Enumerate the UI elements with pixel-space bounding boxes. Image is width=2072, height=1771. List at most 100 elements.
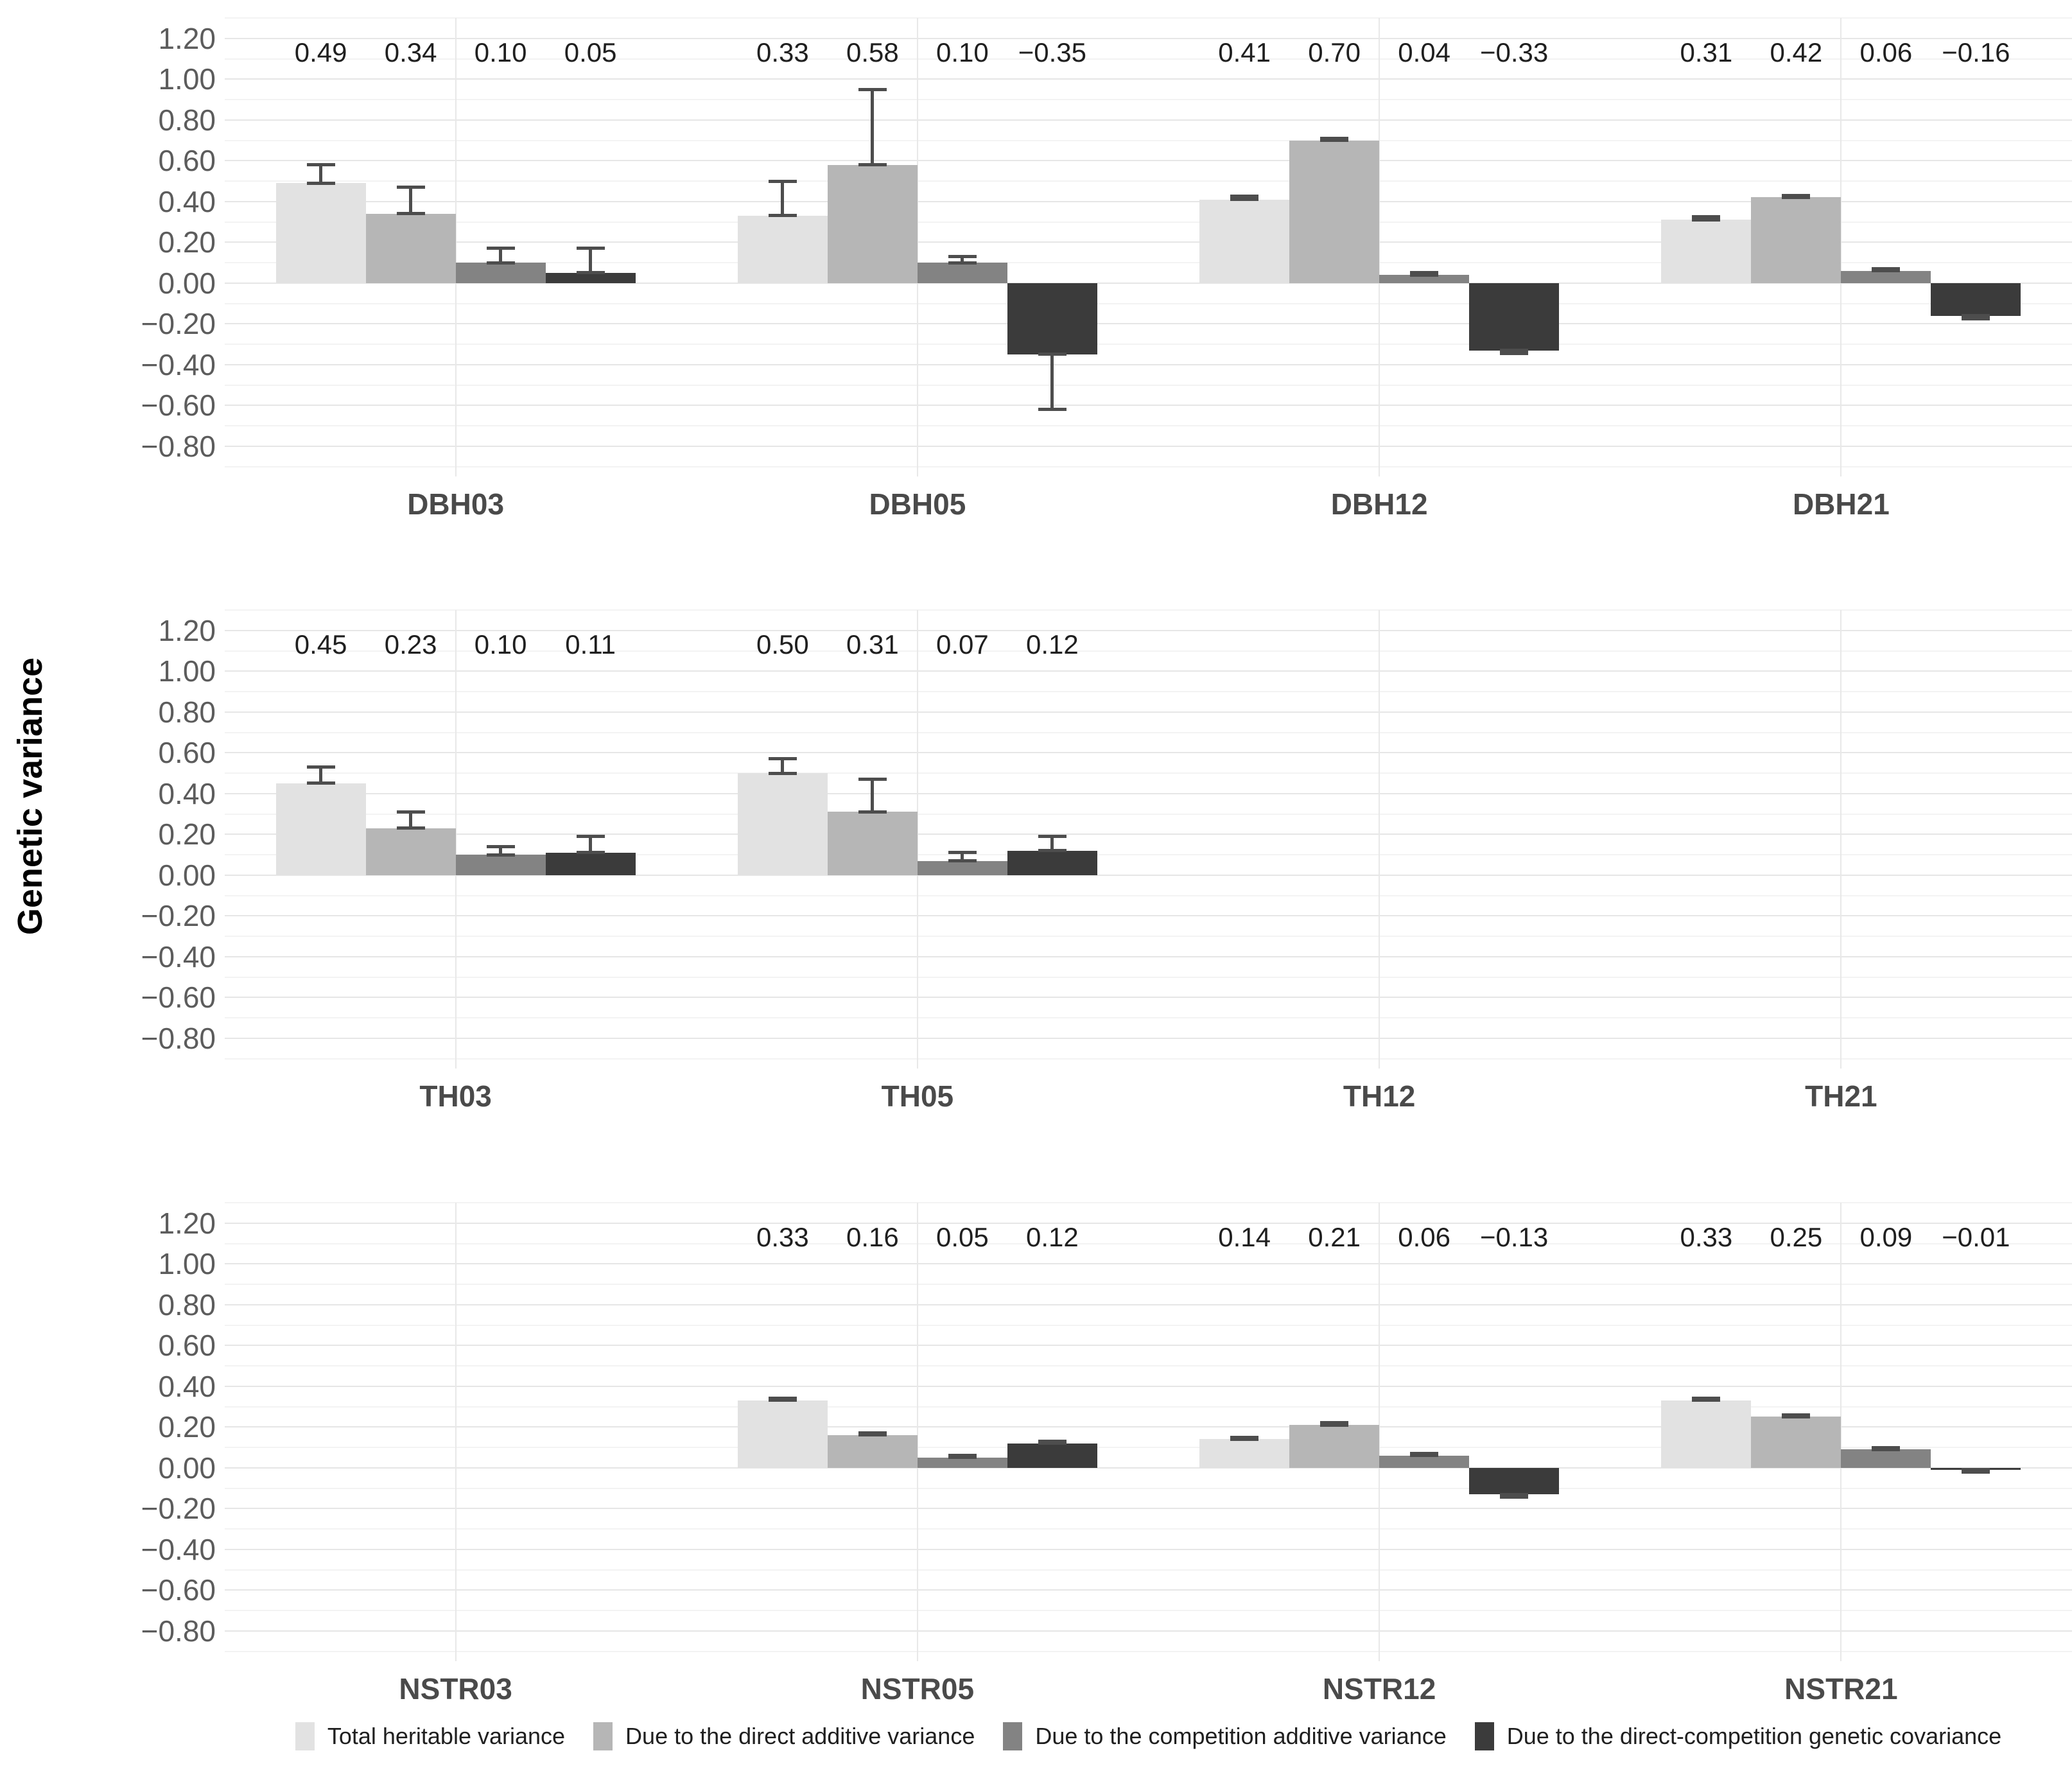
y-tick-label: 0.80 xyxy=(158,103,216,137)
error-bar-cap xyxy=(858,810,887,814)
gridline-minor xyxy=(225,262,2072,263)
x-category-label-TH05: TH05 xyxy=(881,1079,954,1113)
y-tick-label: 0.80 xyxy=(158,695,216,729)
value-label: 0.34 xyxy=(384,37,437,67)
y-tick-label: 0.40 xyxy=(158,1369,216,1403)
value-label: 0.07 xyxy=(936,629,989,659)
gridline-minor xyxy=(225,1610,2072,1611)
value-label: 0.45 xyxy=(294,629,347,659)
gridline-vertical xyxy=(1379,18,1380,476)
y-axis-ticks: 1.20 1.00 0.80 0.60 0.40 0.20 0.00 −0.20 −0.40 −0… xyxy=(0,18,216,476)
error-bar-cap xyxy=(1782,1413,1811,1417)
bar-TH03-series3 xyxy=(455,855,546,875)
error-bar-cap xyxy=(768,1397,797,1400)
legend-swatch-direct-competition-covariance xyxy=(1474,1722,1494,1750)
gridline-major xyxy=(225,37,2072,39)
bar-DBH05-series3 xyxy=(917,263,1007,283)
gridline-minor xyxy=(225,1058,2072,1060)
gridline-vertical xyxy=(916,1203,918,1661)
gridline-vertical xyxy=(455,18,457,476)
gridline-minor xyxy=(225,650,2072,652)
value-label: 0.12 xyxy=(1026,1221,1079,1252)
value-label: 0.49 xyxy=(294,37,347,67)
error-bar-cap xyxy=(858,1431,887,1435)
error-bar-cap xyxy=(768,214,797,218)
gridline-major xyxy=(225,874,2072,876)
value-label: 0.14 xyxy=(1218,1221,1271,1252)
legend-item-total-heritable: Total heritable variance xyxy=(295,1722,565,1750)
error-bar-cap xyxy=(1500,1496,1529,1499)
legend-swatch-total-heritable xyxy=(295,1722,315,1750)
error-bar-cap xyxy=(576,834,605,838)
error-bar-cap xyxy=(1872,267,1901,271)
x-category-label-DBH03: DBH03 xyxy=(407,487,505,521)
gridline-major xyxy=(225,711,2072,713)
error-bar xyxy=(961,256,964,263)
gridline-minor xyxy=(225,894,2072,896)
error-bar-cap xyxy=(1410,1452,1439,1456)
gridline-minor xyxy=(225,772,2072,774)
x-category-label-DBH12: DBH12 xyxy=(1330,487,1428,521)
gridline-minor xyxy=(225,99,2072,100)
error-bar-cap xyxy=(768,179,797,183)
gridline-vertical xyxy=(1379,610,1380,1069)
error-bar-cap xyxy=(1230,1435,1259,1439)
gridline-minor xyxy=(225,1202,2072,1203)
error-bar-cap xyxy=(1320,139,1349,142)
value-label: 0.16 xyxy=(846,1221,899,1252)
error-bar-cap xyxy=(1410,273,1439,277)
x-category-labels: DBH03 DBH05 DBH12 DBH21 xyxy=(225,487,2072,528)
y-tick-label: −0.60 xyxy=(141,981,216,1015)
error-bar xyxy=(1050,836,1054,851)
x-category-label-NSTR05: NSTR05 xyxy=(860,1672,975,1706)
gridline-minor xyxy=(225,384,2072,386)
gridline-major xyxy=(225,1385,2072,1387)
value-label: 0.31 xyxy=(846,629,899,659)
gridline-major xyxy=(225,323,2072,325)
error-bar-cap xyxy=(1320,1423,1349,1427)
legend-item-competition-additive: Due to the competition additive variance xyxy=(1003,1722,1447,1750)
gridline-minor xyxy=(225,221,2072,223)
y-tick-label: 0.80 xyxy=(158,1287,216,1322)
gridline-major xyxy=(225,1508,2072,1510)
error-bar-cap xyxy=(1038,408,1066,412)
gridline-major xyxy=(225,752,2072,754)
bar-TH05-series2 xyxy=(827,812,918,875)
x-category-label-NSTR12: NSTR12 xyxy=(1322,1672,1436,1706)
y-tick-label: −0.40 xyxy=(141,939,216,973)
error-bar-cap xyxy=(1872,1447,1901,1451)
value-label: 0.33 xyxy=(756,37,809,67)
bar-DBH21-series2 xyxy=(1751,197,1841,283)
bar-NSTR05-series1 xyxy=(737,1400,828,1468)
value-label: 0.05 xyxy=(936,1221,989,1252)
value-label: 0.10 xyxy=(474,629,527,659)
error-bar-cap xyxy=(306,765,335,769)
error-bar-cap xyxy=(1038,1442,1066,1445)
error-bar-cap xyxy=(486,247,515,250)
error-bar-cap xyxy=(948,859,977,863)
y-tick-label: −0.40 xyxy=(141,347,216,381)
bar-DBH21-series3 xyxy=(1841,270,1931,283)
value-label: −0.33 xyxy=(1479,37,1549,67)
error-bar-cap xyxy=(1230,195,1259,198)
x-category-label-TH03: TH03 xyxy=(419,1079,492,1113)
gridline-major xyxy=(225,1467,2072,1469)
value-label: 0.04 xyxy=(1398,37,1450,67)
x-category-labels: TH03 TH05 TH12 TH21 xyxy=(225,1079,2072,1120)
error-bar xyxy=(781,758,785,773)
gridline-minor xyxy=(225,466,2072,467)
error-bar-cap xyxy=(768,757,797,761)
plot-area: 0.45 0.23 0.10 0.11 0.50 0.31 0.07 0.12 xyxy=(225,609,2072,1069)
x-category-label-TH21: TH21 xyxy=(1805,1079,1877,1113)
error-bar xyxy=(499,248,503,263)
gridline-minor xyxy=(225,1528,2072,1530)
gridline-major xyxy=(225,1263,2072,1265)
y-tick-label: −0.80 xyxy=(141,429,216,463)
y-axis-ticks: 1.20 1.00 0.80 0.60 0.40 0.20 0.00 −0.20 −0.40 −0… xyxy=(0,610,216,1069)
gridline-major xyxy=(225,997,2072,999)
value-label: −0.16 xyxy=(1942,37,2010,67)
y-tick-label: 0.00 xyxy=(158,266,216,300)
y-tick-label: 1.20 xyxy=(158,613,216,647)
gridline-minor xyxy=(225,976,2072,978)
error-bar-cap xyxy=(948,261,977,265)
